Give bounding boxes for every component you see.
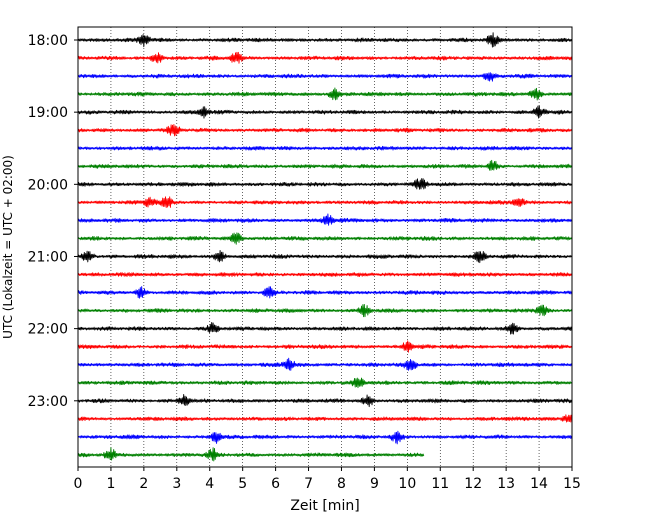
trace-2330 — [77, 430, 572, 445]
x-tick-label-5: 5 — [238, 476, 247, 492]
x-tick-label-9: 9 — [370, 476, 379, 492]
trace-2115 — [77, 272, 572, 278]
x-tick-label-0: 0 — [74, 476, 83, 492]
trace-2345 — [77, 447, 425, 462]
x-axis-ticks: 0 1 2 3 4 5 6 7 8 9 10 11 12 13 14 15 — [74, 467, 581, 492]
trace-2145 — [77, 303, 572, 318]
trace-2230 — [77, 357, 572, 371]
x-tick-label-14: 14 — [530, 476, 548, 492]
trace-2030 — [77, 213, 572, 226]
trace-2045 — [77, 232, 572, 245]
x-tick-label-8: 8 — [337, 476, 346, 492]
trace-2130 — [77, 286, 572, 299]
trace-1915 — [77, 124, 572, 137]
plot-area — [78, 27, 572, 467]
trace-2100 — [77, 250, 572, 264]
seismic-traces — [77, 32, 572, 462]
trace-2000 — [77, 178, 572, 190]
x-tick-label-13: 13 — [497, 476, 515, 492]
y-axis-ticks: 18:00 19:00 20:00 21:00 22:00 23:00 — [28, 33, 78, 410]
trace-1830 — [77, 72, 572, 82]
y-tick-label-1: 19:00 — [28, 105, 68, 121]
x-tick-label-11: 11 — [431, 476, 449, 492]
trace-2245 — [77, 377, 572, 389]
trace-1845 — [77, 87, 572, 101]
plot-frame — [77, 26, 573, 468]
trace-2300 — [77, 394, 572, 408]
vertical-gridlines — [110, 27, 540, 467]
y-tick-label-3: 21:00 — [28, 249, 68, 265]
x-tick-label-2: 2 — [139, 476, 148, 492]
y-tick-label-0: 18:00 — [28, 33, 68, 49]
x-tick-label-3: 3 — [172, 476, 181, 492]
trace-2015 — [77, 196, 572, 208]
y-tick-label-5: 23:00 — [28, 394, 68, 410]
trace-1815 — [77, 51, 572, 64]
x-tick-label-1: 1 — [106, 476, 115, 492]
x-tick-label-7: 7 — [304, 476, 313, 492]
trace-2200 — [77, 321, 572, 335]
x-tick-label-10: 10 — [398, 476, 416, 492]
trace-1900 — [77, 105, 572, 119]
trace-2215 — [77, 340, 572, 353]
trace-1800 — [77, 32, 572, 48]
trace-2315 — [77, 414, 572, 423]
trace-1930 — [77, 145, 572, 151]
y-axis-label: UTC (Lokalzeit = UTC + 02:00) — [1, 155, 15, 339]
x-tick-label-4: 4 — [205, 476, 214, 492]
y-tick-label-4: 22:00 — [28, 322, 68, 338]
trace-1945 — [77, 159, 572, 171]
x-axis-label: Zeit [min] — [290, 498, 359, 514]
x-tick-label-6: 6 — [271, 476, 280, 492]
x-tick-label-15: 15 — [563, 476, 581, 492]
x-tick-label-12: 12 — [464, 476, 482, 492]
y-tick-label-2: 20:00 — [28, 177, 68, 193]
